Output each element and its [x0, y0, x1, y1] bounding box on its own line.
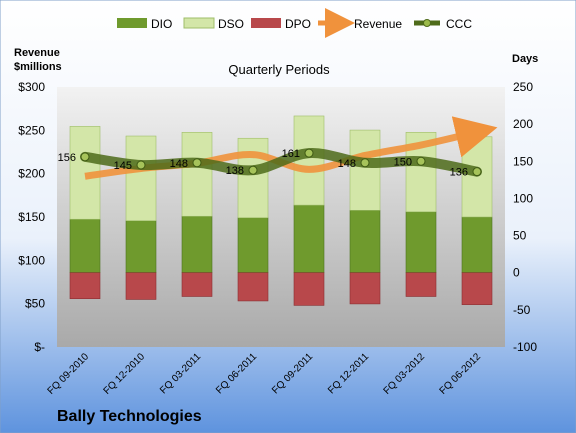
right-tick-label: 0 — [513, 266, 520, 280]
dpo-bar — [293, 272, 325, 306]
legend-label-revenue: Revenue — [354, 17, 402, 31]
right-tick-label: 200 — [513, 117, 533, 131]
dso-bar — [349, 129, 381, 211]
right-tick-label: -50 — [513, 303, 531, 317]
ccc-data-label: 150 — [394, 156, 412, 168]
dio-bar — [461, 216, 493, 274]
left-tick-label: $200 — [18, 167, 45, 181]
left-axis-title-line2: $millions — [14, 61, 62, 73]
ccc-line — [80, 148, 482, 177]
dso-bar — [125, 135, 157, 222]
dpo-bar — [405, 272, 437, 297]
dso-bar — [293, 115, 325, 206]
left-tick-label: $150 — [18, 210, 45, 224]
dio-bar — [69, 218, 101, 274]
legend-label-dpo: DPO — [285, 17, 311, 31]
legend-label-ccc: CCC — [446, 17, 472, 31]
ccc-point — [360, 158, 370, 168]
dpo-bar — [181, 272, 213, 297]
legend-swatch-dpo — [251, 18, 281, 28]
dpo-bar — [237, 272, 269, 302]
ccc-point — [248, 165, 258, 175]
dpo-bar — [349, 272, 381, 305]
ccc-data-label: 148 — [170, 158, 188, 170]
ccc-point — [80, 152, 90, 162]
left-tick-label: $- — [34, 340, 45, 354]
left-tick-label: $300 — [18, 80, 45, 94]
ccc-data-label: 148 — [338, 158, 356, 170]
ccc-point — [472, 167, 482, 177]
ccc-data-label: 138 — [226, 165, 244, 177]
right-tick-label: 150 — [513, 154, 533, 168]
company-name: Bally Technologies — [57, 408, 202, 425]
left-tick-label: $50 — [25, 297, 45, 311]
dio-bar — [125, 220, 157, 274]
right-axis-title: Days — [512, 53, 538, 65]
right-tick-label: 100 — [513, 191, 533, 205]
left-tick-label: $100 — [18, 253, 45, 267]
legend-swatch-ccc-marker — [423, 19, 431, 27]
chart-title: Quarterly Periods — [228, 62, 330, 77]
left-tick-label: $250 — [18, 123, 45, 137]
left-axis-title-line1: Revenue — [14, 47, 60, 59]
dio-bar — [405, 211, 437, 274]
ccc-point — [416, 156, 426, 166]
legend-swatch-dio — [117, 18, 147, 28]
ccc-data-label: 156 — [58, 152, 76, 164]
dio-bar — [181, 215, 213, 274]
dio-bar — [293, 204, 325, 274]
right-tick-label: 50 — [513, 229, 527, 243]
ccc-data-label: 136 — [450, 167, 468, 179]
dpo-bar — [461, 272, 493, 305]
legend-swatch-dso — [183, 17, 215, 29]
dio-bar — [237, 217, 269, 274]
dso-bar — [181, 132, 213, 217]
dpo-bar — [125, 272, 157, 300]
right-tick-label: -100 — [513, 340, 537, 354]
legend-label-dso: DSO — [218, 17, 244, 31]
left-axis: $- $50 $100 $150 $200 $250 $300 — [18, 80, 45, 354]
ccc-data-label: 161 — [282, 148, 300, 160]
dio-bar — [349, 210, 381, 274]
legend-label-dio: DIO — [151, 17, 172, 31]
right-axis: -100 -50 0 50 100 150 200 250 — [513, 80, 537, 354]
dpo-bar — [69, 272, 101, 300]
right-tick-label: 250 — [513, 80, 533, 94]
plot-area — [57, 87, 505, 347]
ccc-point — [136, 160, 146, 170]
ccc-point — [304, 148, 314, 158]
dso-bar — [237, 137, 269, 219]
ccc-point — [192, 158, 202, 168]
legend: DIO DSO DPO Revenue CCC — [117, 8, 472, 38]
ccc-series: 156 145 148 138 161 148 150 136 — [58, 148, 482, 179]
ccc-data-label: 145 — [114, 160, 132, 172]
